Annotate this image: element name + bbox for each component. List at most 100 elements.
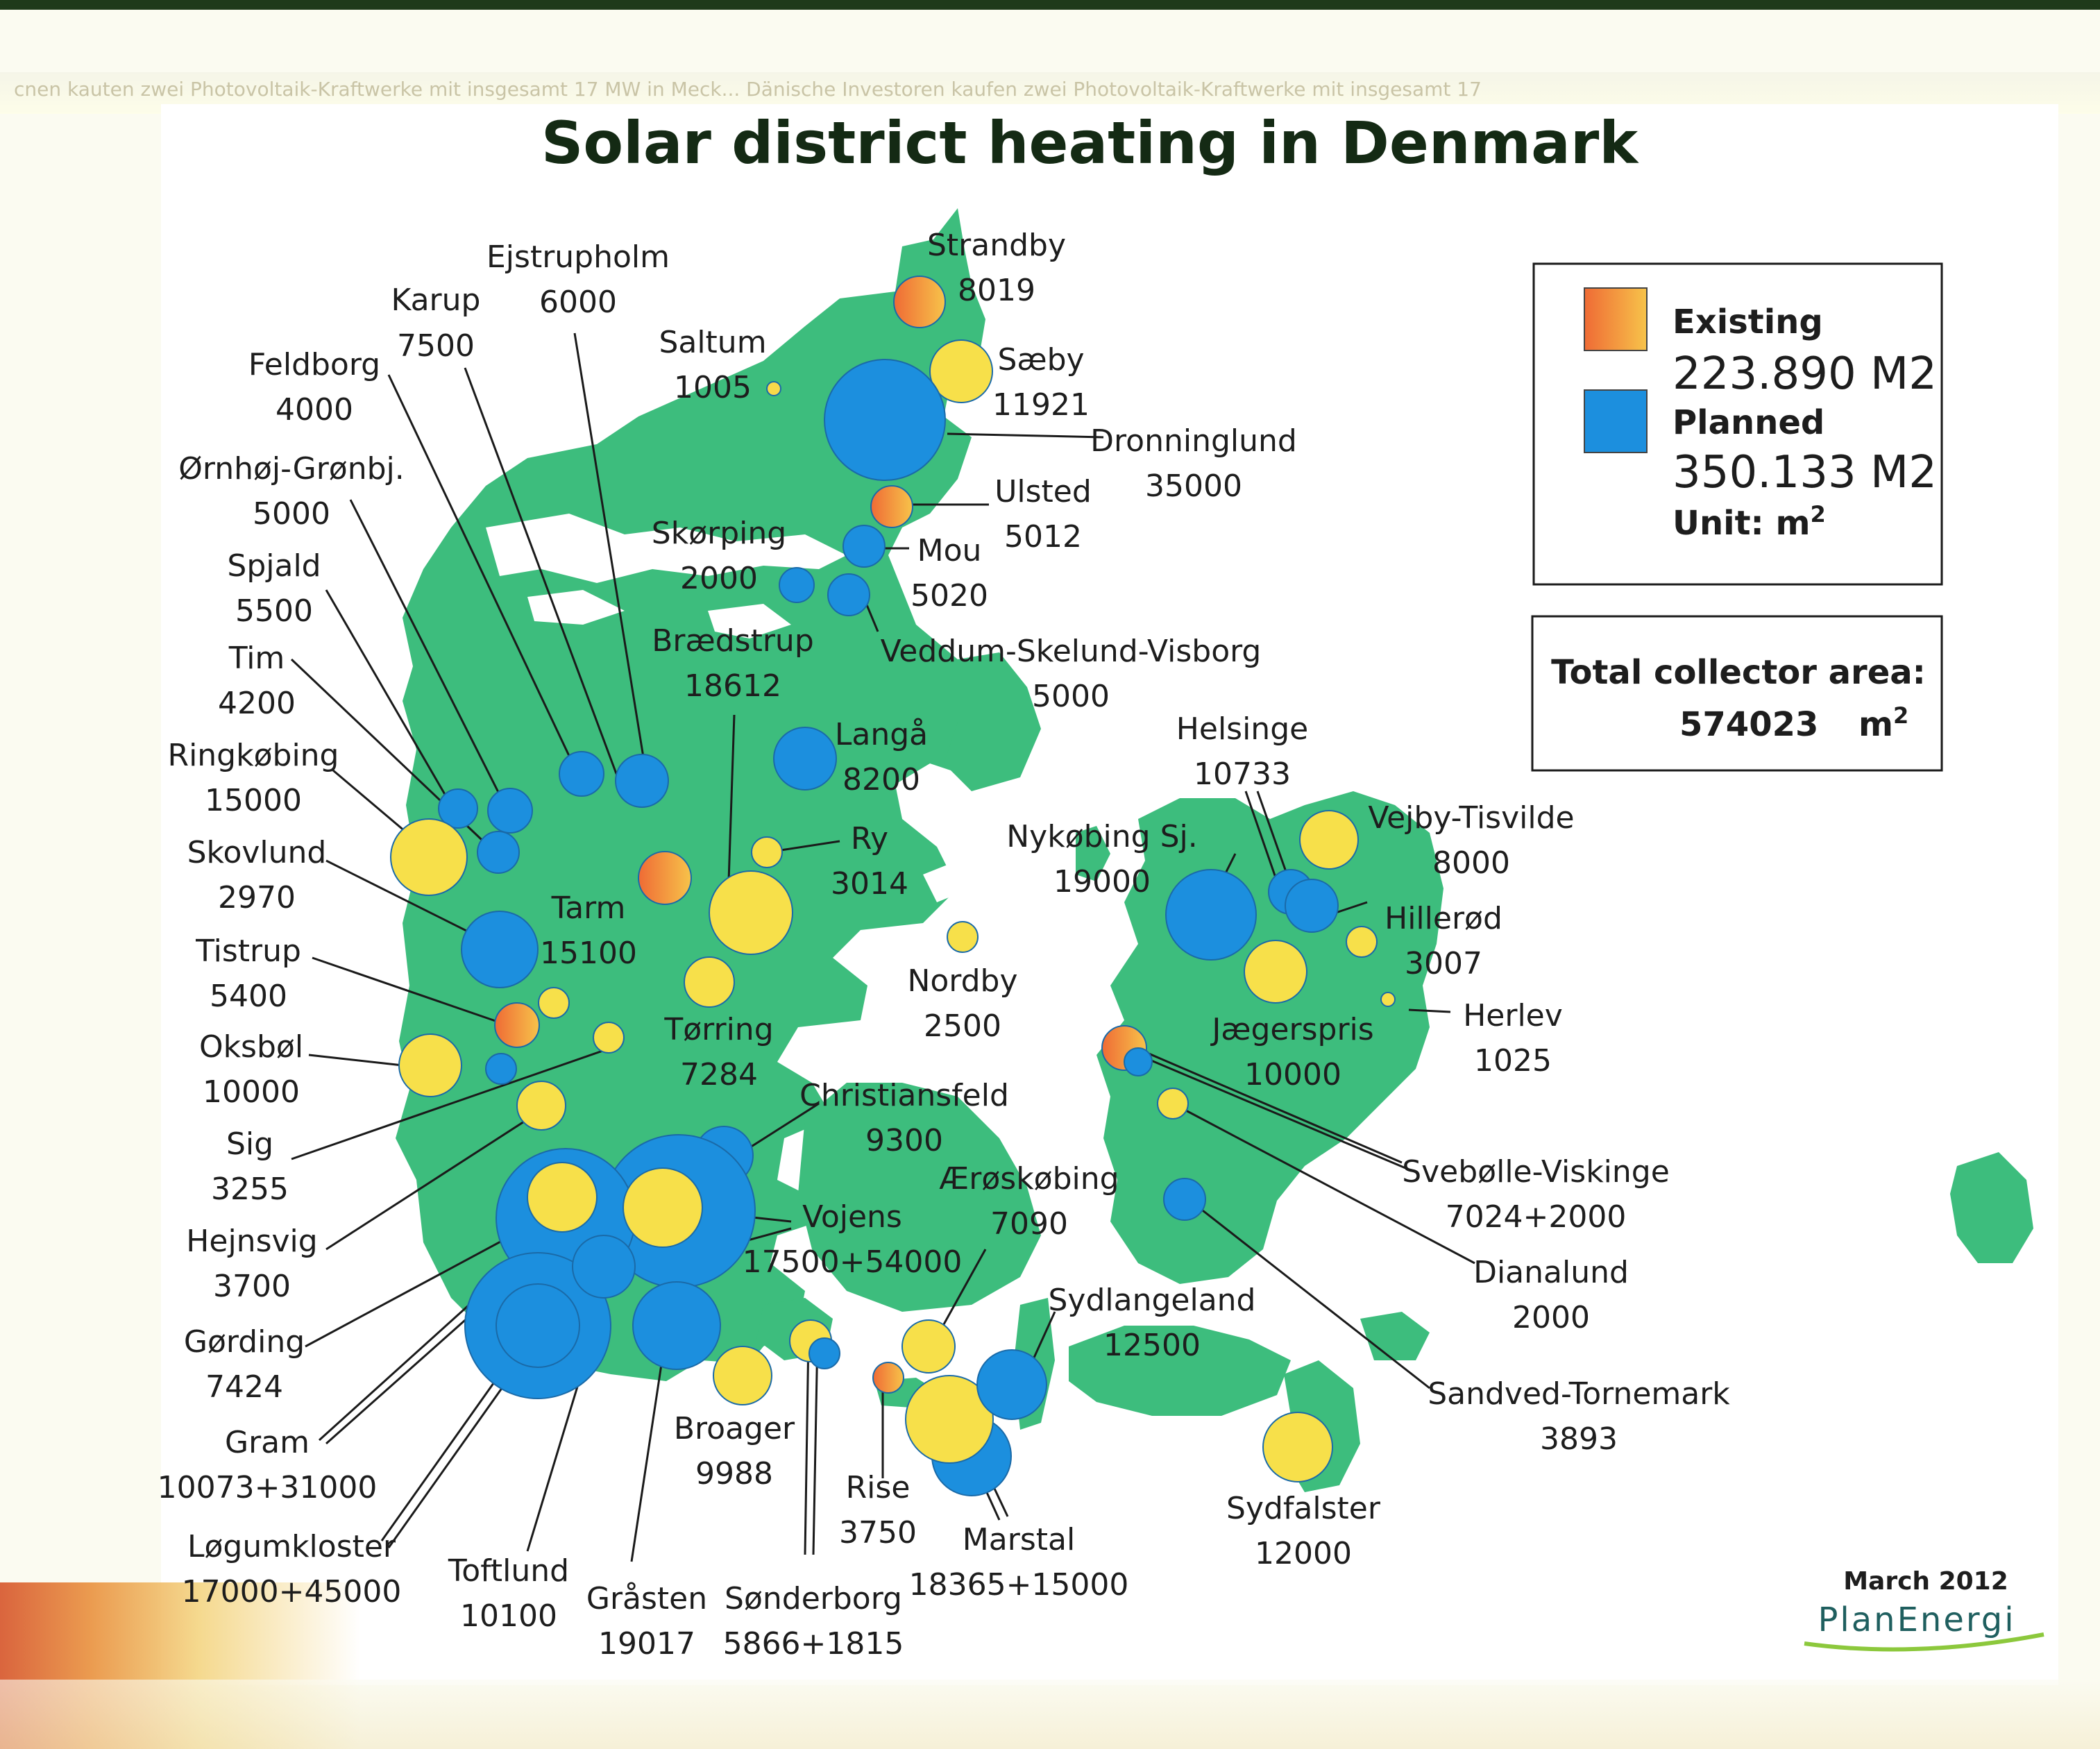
bubble-nykobing xyxy=(1165,869,1257,961)
total-unit: m2 xyxy=(1858,702,1908,744)
label-feldborg: Feldborg 4000 xyxy=(248,347,380,428)
bubble-ry xyxy=(751,836,783,868)
bubble-mou xyxy=(842,525,886,568)
label-braedstrup: Brædstrup 18612 xyxy=(652,623,814,704)
legend-existing-label: Existing xyxy=(1673,303,1823,341)
fjord-water-3 xyxy=(923,861,972,902)
fjord-water-2 xyxy=(708,604,791,639)
total-box: Total collector area: 574023 m2 xyxy=(1531,615,1943,772)
bubble-spjald xyxy=(477,831,520,874)
bubble-aeroskobing xyxy=(901,1319,956,1374)
bubble-marstal-existing xyxy=(905,1375,994,1464)
label-veddum: Veddum-Skelund-Visborg 5000 xyxy=(881,634,1262,714)
bubble-ulsted xyxy=(870,485,913,528)
label-christiansfeld: Christiansfeld 9300 xyxy=(799,1078,1009,1158)
bubble-ejstrupholm xyxy=(638,851,692,905)
bubble-skorping xyxy=(779,567,815,603)
label-skorping: Skørping 2000 xyxy=(652,516,786,596)
label-hejnsvig: Hejnsvig 3700 xyxy=(186,1224,317,1304)
bubble-tarm xyxy=(538,987,570,1019)
label-sig: Sig 3255 xyxy=(211,1126,289,1207)
label-ulsted: Ulsted 5012 xyxy=(994,474,1092,555)
bubble-saeby xyxy=(929,339,993,403)
funen-landmass xyxy=(798,1083,1041,1312)
lolland-landmass xyxy=(1069,1326,1291,1416)
footer-brand: PlanEnergi xyxy=(1818,1600,2015,1639)
label-ry: Ry 3014 xyxy=(831,821,908,902)
bubble-saltum xyxy=(766,381,781,396)
label-broager: Broager 9988 xyxy=(674,1411,795,1492)
label-oksbol: Oksbøl 10000 xyxy=(199,1029,303,1110)
label-vejby: Vejby-Tisvilde 8000 xyxy=(1368,800,1574,881)
legend-planned-label: Planned xyxy=(1673,403,1824,442)
total-value: 574023 xyxy=(1679,705,1818,744)
top-border xyxy=(0,0,2100,10)
bubble-tim xyxy=(438,788,478,829)
bleed-through-text: cnen kauten zwei Photovoltaik-Kraftwerke… xyxy=(14,78,1482,101)
label-grasten: Gråsten 19017 xyxy=(586,1581,707,1662)
djursland-landmass xyxy=(944,652,1041,791)
label-spjald: Spjald 5500 xyxy=(227,548,321,629)
total-frame xyxy=(1531,615,1943,772)
bubble-veddum xyxy=(827,573,870,616)
bubble-sig xyxy=(593,1022,625,1054)
label-rise: Rise 3750 xyxy=(839,1470,917,1551)
label-saltum: Saltum 1005 xyxy=(659,325,766,405)
label-langa: Langå 8200 xyxy=(835,717,928,797)
bubble-tistrup xyxy=(494,1002,540,1048)
bubble-skovlund xyxy=(461,911,539,988)
bottom-glow xyxy=(0,1680,2100,1749)
label-dronninglund: Dronninglund 35000 xyxy=(1090,423,1297,504)
label-hillerod: Hillerød 3007 xyxy=(1385,901,1502,981)
label-ejstrupholm: Ejstrupholm 6000 xyxy=(486,239,670,320)
bubble-vojens-existing xyxy=(623,1167,703,1248)
bubble-langa xyxy=(773,727,837,791)
bubbles xyxy=(390,276,1396,1496)
logo-swoosh xyxy=(1804,1632,2044,1652)
bubble-logumkloster-inner xyxy=(496,1283,580,1368)
city-labels: Ejstrupholm 6000 Karup 7500 Feldborg 4000 Ø… xyxy=(158,228,1731,1662)
label-vojens: Vojens 17500+54000 xyxy=(743,1199,963,1280)
bubble-grasten xyxy=(632,1281,721,1370)
label-sydlangeland: Sydlangeland 12500 xyxy=(1049,1283,1256,1363)
bubble-ornhoj xyxy=(487,788,533,834)
bubble-gram-existing xyxy=(527,1162,598,1233)
bubble-vejby xyxy=(1299,810,1359,870)
legend-unit: Unit: m2 xyxy=(1673,501,1826,543)
bubble-svebolle-planned xyxy=(1124,1047,1153,1076)
bubble-sonderborg-planned xyxy=(808,1337,840,1369)
bornholm-landmass xyxy=(1950,1152,2033,1263)
label-saeby: Sæby 11921 xyxy=(992,342,1090,423)
bubble-oksbol-planned xyxy=(485,1053,517,1085)
label-jaegerspris: Jægerspris 10000 xyxy=(1210,1012,1373,1092)
label-tim: Tim 4200 xyxy=(218,641,296,721)
legend-planned-value: 350.133 M2 xyxy=(1673,447,1937,498)
label-tistrup: Tistrup 5400 xyxy=(195,933,301,1014)
label-sydfalster: Sydfalster 12000 xyxy=(1226,1491,1381,1571)
bubble-torring xyxy=(684,956,735,1008)
label-sandved: Sandved-Tornemark 3893 xyxy=(1428,1376,1730,1457)
label-gram: Gram 10073+31000 xyxy=(158,1425,378,1505)
footer-date: March 2012 xyxy=(1843,1567,2008,1596)
label-logumkloster: Løgumkloster 17000+45000 xyxy=(182,1529,402,1609)
legend: Existing 223.890 M2 Planned 350.133 M2 U… xyxy=(1532,262,1943,586)
label-helsinge: Helsinge 10733 xyxy=(1176,711,1308,792)
bubble-nordby xyxy=(947,921,979,953)
bubble-strandby xyxy=(893,276,946,328)
label-dianalund: Dianalund 2000 xyxy=(1473,1255,1629,1335)
bubble-broager xyxy=(713,1346,772,1405)
label-ringkobing: Ringkøbing 15000 xyxy=(168,738,339,818)
label-strandby: Strandby 8019 xyxy=(927,228,1066,308)
total-label: Total collector area: xyxy=(1551,653,1926,692)
label-herlev: Herlev 1025 xyxy=(1463,998,1563,1079)
bubble-hejnsvig xyxy=(516,1081,566,1131)
bubble-toftlund xyxy=(572,1235,636,1299)
bubble-rise xyxy=(872,1362,904,1394)
bubble-helsinge-b xyxy=(1285,879,1339,933)
planenergi-logo: PlanEnergi xyxy=(1804,1600,2044,1652)
bubble-sydlangeland xyxy=(976,1349,1047,1420)
limfjord-water xyxy=(486,514,847,583)
bubble-dronninglund xyxy=(824,359,946,481)
bubble-ringkobing xyxy=(390,818,468,896)
